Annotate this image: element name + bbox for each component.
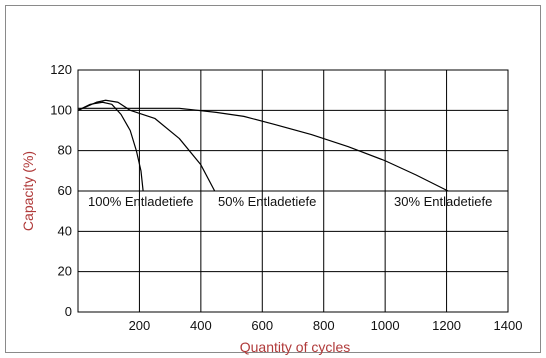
y-tick-label-100: 100 <box>50 102 72 117</box>
x-tick-label-400: 400 <box>190 318 212 333</box>
x-tick-label-1000: 1000 <box>371 318 400 333</box>
x-tick-labels: 200 400 600 800 1000 1200 1400 <box>129 318 523 333</box>
y-tick-label-120: 120 <box>50 62 72 77</box>
x-tick-label-1400: 1400 <box>494 318 523 333</box>
y-tick-label-20: 20 <box>58 264 72 279</box>
x-axis-title: Quantity of cycles <box>240 339 351 355</box>
series-line-2 <box>78 107 449 192</box>
grid <box>78 69 509 313</box>
series-label-100-percent: 100% Entladetiefe <box>88 194 194 209</box>
y-tick-label-60: 60 <box>58 183 72 198</box>
chart-frame <box>5 5 541 353</box>
series-lines <box>77 99 449 192</box>
y-tick-labels: 0 20 40 60 80 100 120 <box>50 62 72 319</box>
y-tick-label-40: 40 <box>58 223 72 238</box>
series-label-30-percent: 30% Entladetiefe <box>394 194 492 209</box>
series-line-1 <box>77 99 216 192</box>
y-axis-title: Capacity (%) <box>20 151 36 231</box>
plot-border <box>77 69 509 313</box>
x-tick-label-200: 200 <box>129 318 151 333</box>
x-tick-label-800: 800 <box>313 318 335 333</box>
series-label-50-percent: 50% Entladetiefe <box>218 194 316 209</box>
y-tick-label-80: 80 <box>58 143 72 158</box>
x-tick-label-600: 600 <box>251 318 273 333</box>
y-tick-label-0: 0 <box>65 304 72 319</box>
series-line-0 <box>77 101 144 192</box>
x-tick-label-1200: 1200 <box>432 318 461 333</box>
